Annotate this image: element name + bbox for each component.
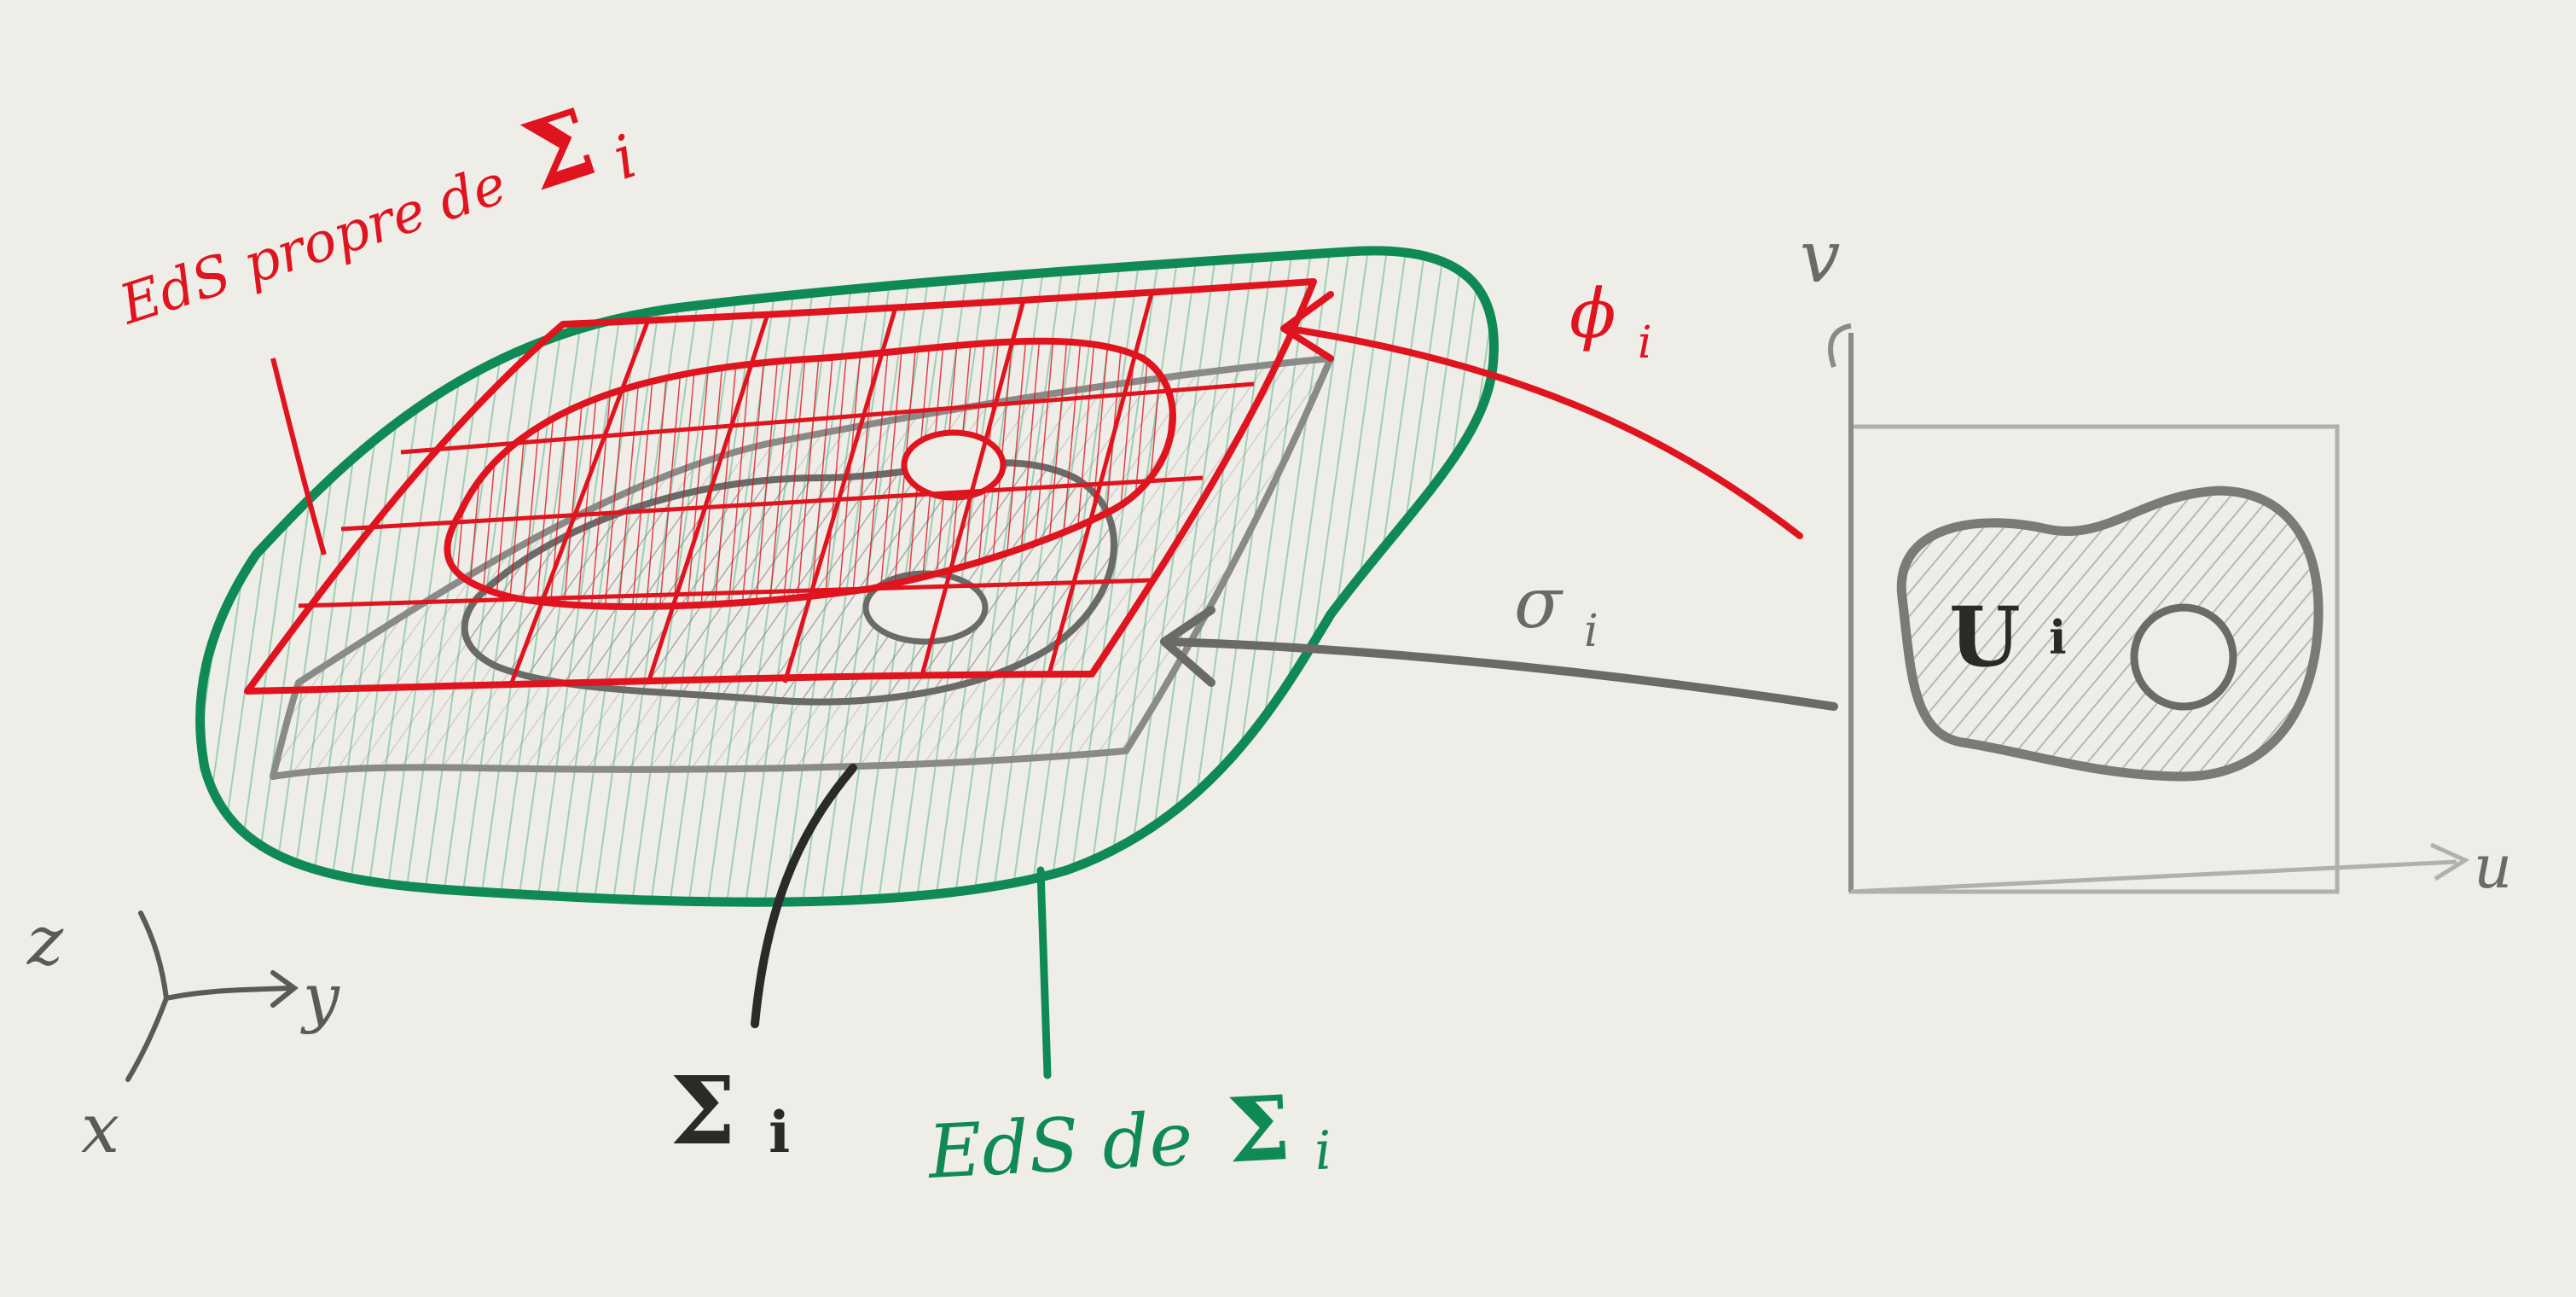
red-proper-state-space: [244, 278, 1317, 695]
red-inner-region-hatched: [444, 337, 1176, 610]
sigma-label: σ i: [1514, 563, 1598, 657]
sigma-leader-line: [751, 764, 857, 1028]
sigma-arrow-line: [1164, 637, 1838, 711]
green-state-space-label: EdS de Σ i: [924, 1073, 1333, 1202]
xyz-axes: [125, 910, 299, 1082]
red-hole: [901, 429, 1007, 501]
red-leader-line: [270, 358, 327, 555]
z-axis-line: [138, 910, 169, 1001]
y-axis-arrowhead: [270, 970, 299, 1008]
green-leader-line: [1036, 866, 1052, 1079]
domain-hole: [2130, 603, 2237, 711]
sigma-mapping-arrow: [1160, 606, 1838, 711]
u-axis-line: [1850, 859, 2457, 894]
u-axis-arrowhead: [2429, 842, 2470, 881]
red-title-label: EdS propre de Σ i: [100, 76, 644, 353]
y-axis-label: y: [300, 959, 340, 1035]
z-axis-label: z: [26, 901, 64, 980]
green-region-outline: [195, 246, 1499, 907]
v-axis-arrowhead: [1828, 323, 1852, 368]
v-axis-label: v: [1800, 215, 1840, 299]
u-axis-label: u: [2474, 832, 2512, 902]
domain-label: U i: [1949, 589, 2067, 685]
parameter-domain-box: [1828, 323, 2470, 894]
phi-label: ϕ i: [1569, 274, 1652, 369]
red-grid-lines: [298, 293, 1255, 683]
sigma-surface-label: Σ i: [670, 1056, 790, 1166]
x-axis-label: x: [81, 1089, 119, 1168]
phi-arrow-curve: [1285, 325, 1803, 539]
y-axis-line: [164, 986, 293, 1001]
x-axis-line: [125, 996, 169, 1082]
domain-blob: [1896, 486, 2324, 782]
phi-mapping-arrow: [1280, 291, 1803, 539]
sigma-arrow-head: [1160, 606, 1215, 687]
phi-arrow-head: [1280, 291, 1334, 362]
